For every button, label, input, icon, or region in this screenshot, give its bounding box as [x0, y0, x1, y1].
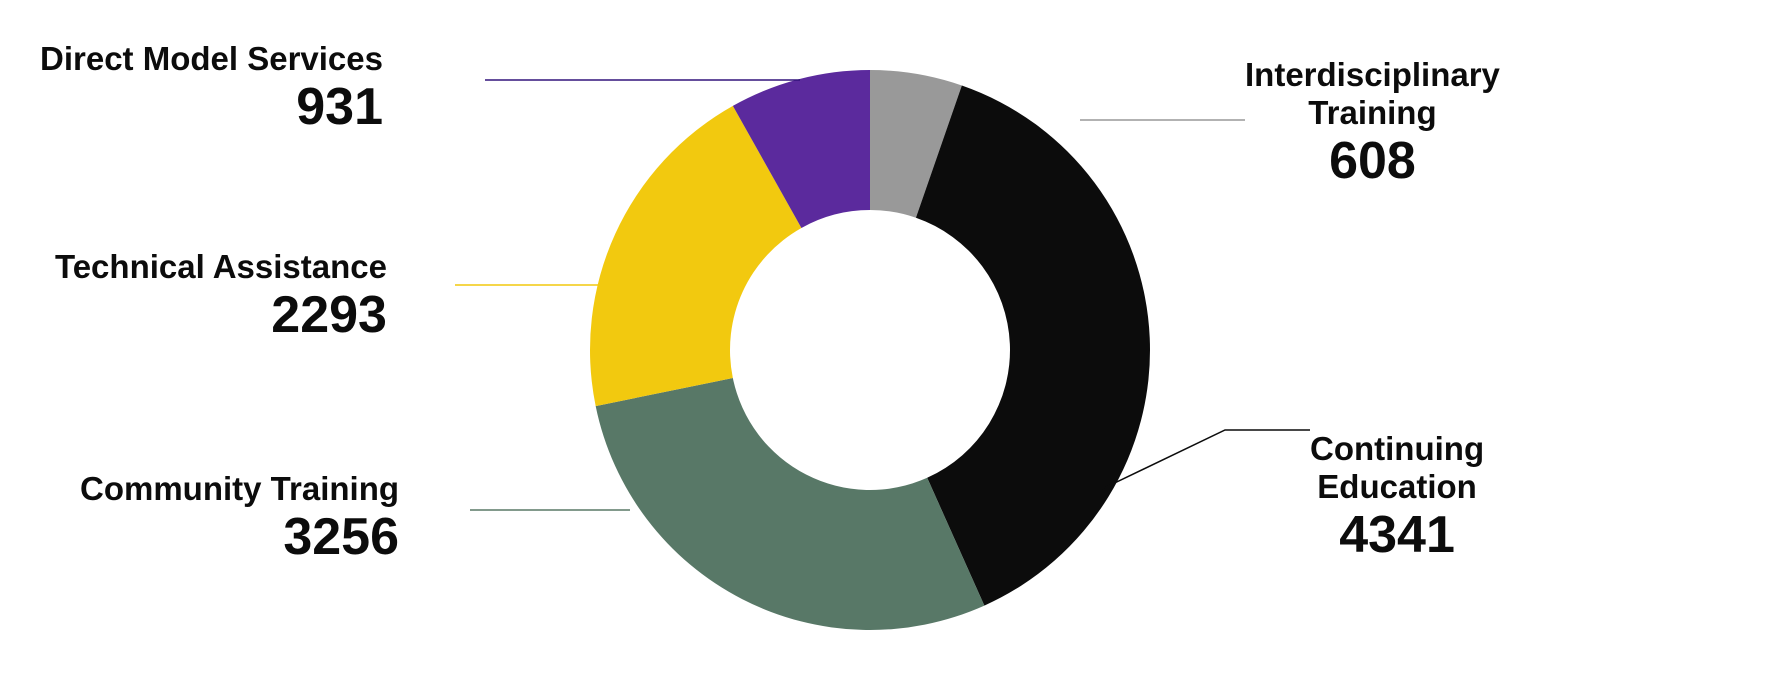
label-community: Community Training3256 — [80, 470, 399, 568]
label-technical: Technical Assistance2293 — [55, 248, 387, 346]
slice-community — [596, 378, 985, 630]
label-direct: Direct Model Services931 — [40, 40, 383, 138]
label-name: Technical Assistance — [55, 248, 387, 286]
label-value: 2293 — [55, 286, 387, 346]
label-value: 4341 — [1310, 506, 1484, 566]
slice-continuing — [916, 85, 1150, 605]
label-value: 608 — [1245, 132, 1500, 192]
label-name: Community Training — [80, 470, 399, 508]
label-continuing: Continuing Education4341 — [1310, 430, 1484, 566]
donut-chart: Interdisciplinary Training608 Continuing … — [0, 0, 1782, 700]
label-name: Interdisciplinary Training — [1245, 56, 1500, 132]
label-value: 3256 — [80, 508, 399, 568]
label-name: Direct Model Services — [40, 40, 383, 78]
label-value: 931 — [40, 78, 383, 138]
label-interdisciplinary: Interdisciplinary Training608 — [1245, 56, 1500, 192]
label-name: Continuing Education — [1310, 430, 1484, 506]
